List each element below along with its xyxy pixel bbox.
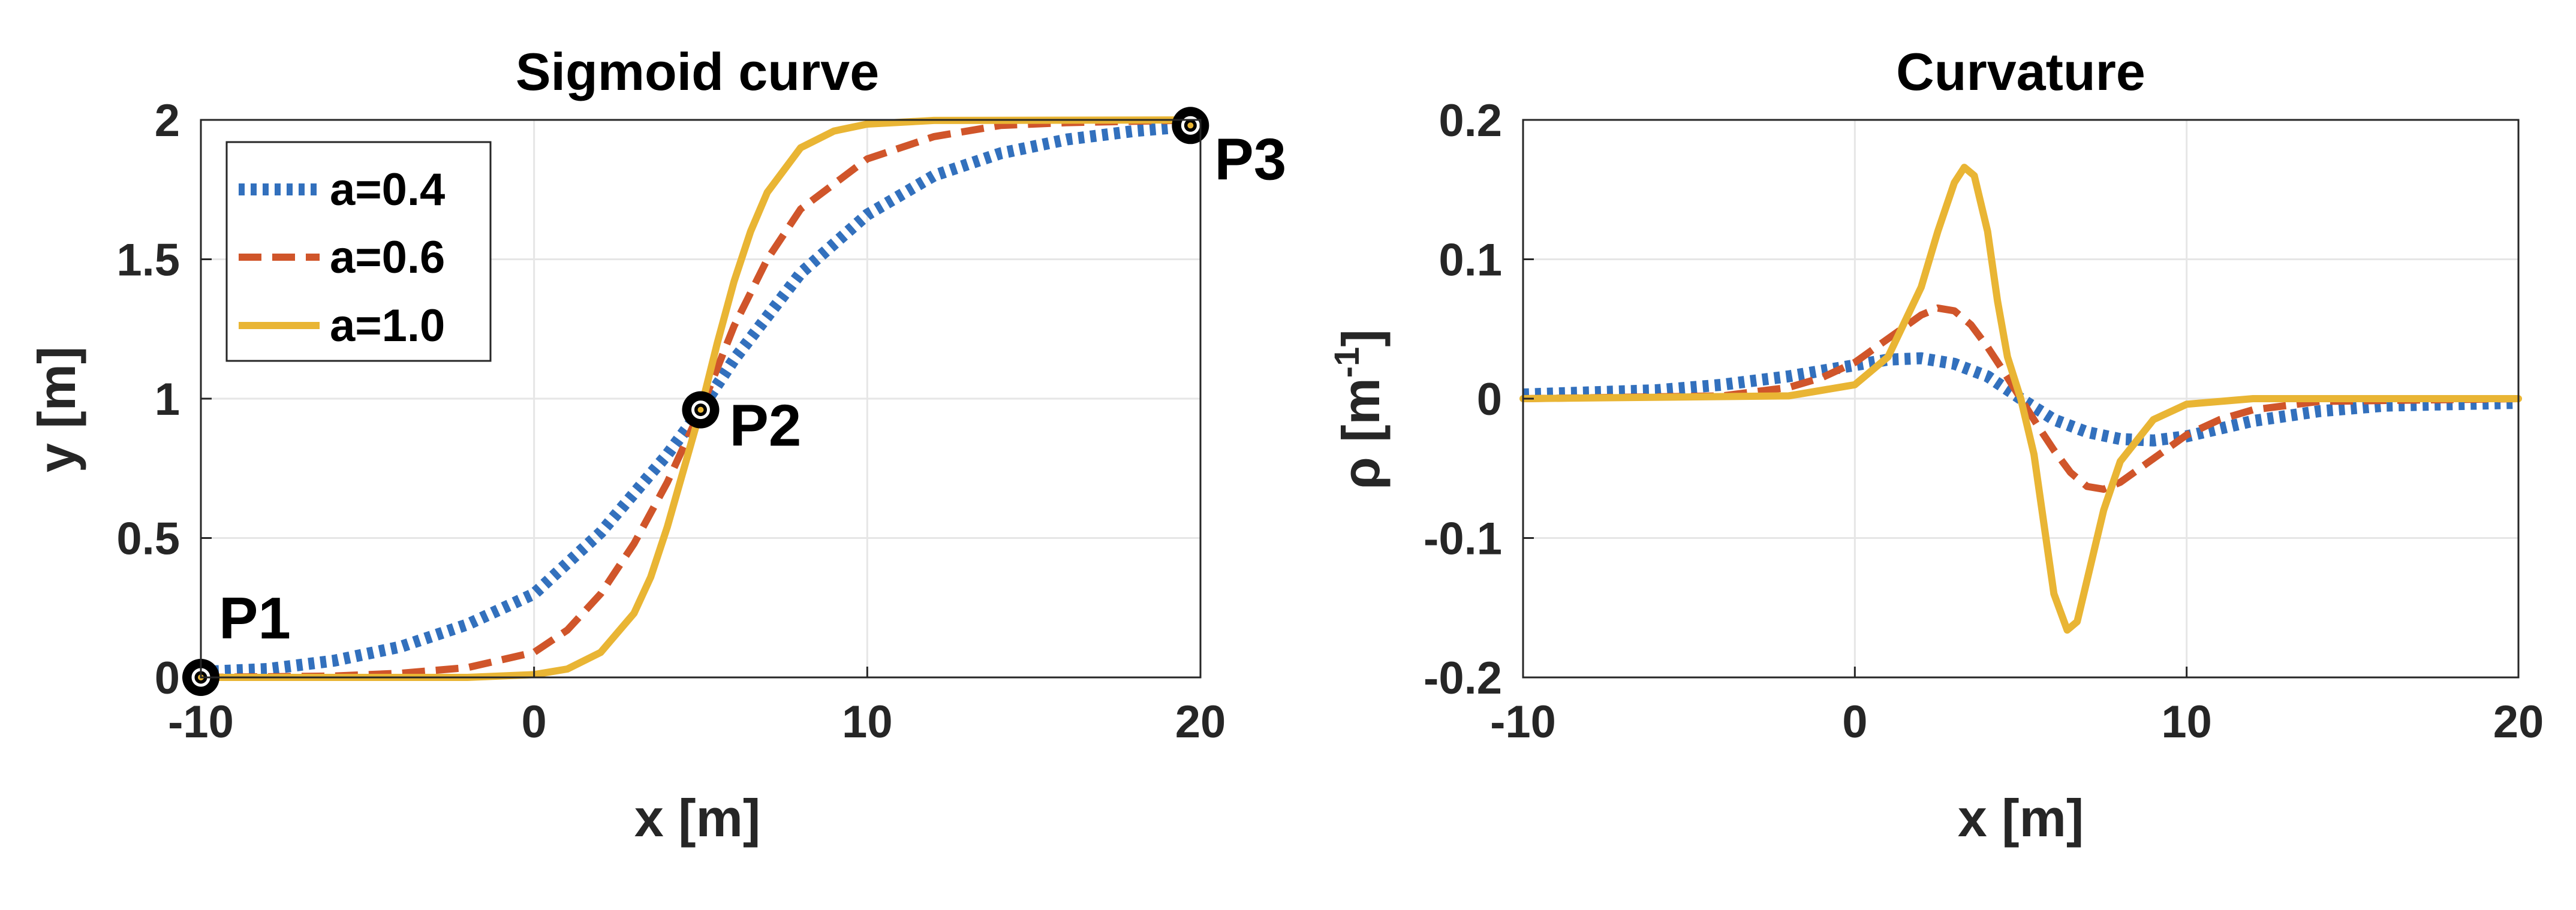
curvature-tick-labels: -10 0 10 20 -0.2 -0.1 0 0.1 0.2: [1424, 95, 2544, 748]
series-line-a06: [200, 116, 1201, 681]
sigmoid-xlabel: x [m]: [634, 788, 760, 848]
control-point-p3-label: P3: [1214, 126, 1286, 192]
y-tick-label: 0.2: [1439, 95, 1502, 146]
curvature-axes: [1522, 119, 2520, 679]
curvature-ylabel-main: ρ [m: [1331, 378, 1391, 489]
curvature-panel: -10 0 10 20-0.2-0.100.10.2 Curvature x [m] …: [1328, 42, 2544, 848]
control-point-p2-center: [697, 406, 704, 413]
control-point-p2-label: P2: [730, 393, 802, 459]
control-point-p3-center: [1187, 122, 1194, 129]
x-tick-label: -10: [1490, 697, 1556, 748]
axes-box: [1522, 119, 2520, 679]
curvature-title: Curvature: [1896, 42, 2145, 101]
control-point-p1-label: P1: [219, 585, 291, 651]
curvature-xlabel: x [m]: [1958, 788, 2084, 848]
series-line-a06: [1522, 304, 2519, 493]
axes-box: [200, 119, 1202, 679]
legend-label-a04: a=0.4: [330, 164, 445, 215]
x-tick-label: 20: [1175, 697, 1226, 748]
curvature-ylabel-suffix: ]: [1331, 329, 1391, 346]
curvature-ylabel-superscript: -1: [1328, 347, 1367, 378]
x-tick-label: 10: [2161, 697, 2212, 748]
y-tick-label: 1.5: [116, 235, 180, 286]
sigmoid-ylabel: y [m]: [27, 346, 86, 472]
y-tick-label: -0.2: [1424, 653, 1502, 704]
control-point-p3-ring: [1181, 116, 1200, 135]
y-tick-label: -0.1: [1424, 514, 1502, 565]
legend-label-a06: a=0.6: [330, 232, 445, 283]
x-tick-label: -10: [168, 697, 234, 748]
y-tick-label: 2: [155, 95, 180, 146]
y-tick-label: 0: [155, 653, 180, 704]
sigmoid-axes: [200, 119, 1202, 679]
legend: a=0.4 a=0.6 a=1.0: [225, 141, 492, 362]
series-line-a10: [1519, 164, 2522, 634]
y-tick-label: 0.1: [1439, 235, 1502, 286]
legend-label-a10: a=1.0: [330, 300, 445, 351]
x-tick-label: 0: [1842, 697, 1867, 748]
y-tick-label: 0.5: [116, 514, 180, 565]
series-line-a04: [200, 119, 1201, 678]
y-tick-label: 0: [1477, 374, 1502, 425]
sigmoid-title: Sigmoid curve: [516, 42, 879, 101]
curvature-series: [1519, 164, 2522, 634]
control-point-p2-ring: [691, 400, 710, 420]
y-tick-label: 1: [155, 374, 180, 425]
x-tick-label: 10: [842, 697, 893, 748]
x-tick-label: 20: [2493, 697, 2544, 748]
curvature-ylabel: ρ [m-1]: [1328, 329, 1391, 489]
x-tick-label: 0: [522, 697, 547, 748]
